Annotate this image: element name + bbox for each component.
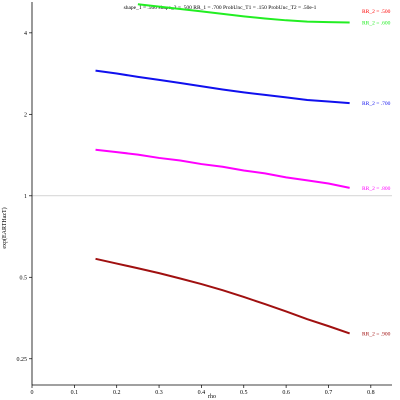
series-line-2 — [95, 69, 350, 105]
axes — [31, 2, 392, 386]
x-tick-label: 0.8 — [367, 390, 375, 396]
x-tick-label: 0.1 — [71, 390, 79, 396]
x-tick-label: 0.4 — [198, 390, 206, 396]
y-tick-label: 4 — [24, 31, 27, 37]
series-label-1: RR_2 = .600 — [362, 20, 391, 26]
series-label-3: RR_2 = .800 — [362, 186, 391, 192]
series-label-layer: RR_2 = .500 RR_2 = .600 RR_2 = .700 RR_2 = … — [362, 9, 391, 337]
series-label-4: RR_2 = .900 — [362, 331, 391, 337]
y-tick-label: 2 — [24, 112, 27, 118]
y-axis-label: exp(EARTHazT) — [1, 207, 8, 248]
series-label-2: RR_2 = .700 — [362, 101, 391, 107]
y-tick-label: 1 — [24, 194, 27, 200]
y-ticks: 0.25 0.5 1 2 4 — [17, 31, 32, 363]
x-tick-label: 0.3 — [155, 390, 163, 396]
series-layer — [95, 3, 350, 335]
series-line-1 — [137, 3, 350, 24]
y-tick-label: 0.5 — [20, 275, 28, 281]
x-tick-label: 0.6 — [282, 390, 290, 396]
series-label-0: RR_2 = .500 — [362, 9, 391, 15]
x-tick-label: 0.7 — [325, 390, 333, 396]
x-tick-label: 0.5 — [240, 390, 248, 396]
x-tick-label: 0 — [31, 390, 34, 396]
series-line-3 — [95, 148, 350, 189]
series-line-4 — [95, 257, 350, 335]
y-tick-label: 0.25 — [17, 357, 28, 363]
x-ticks: 0 0.1 0.2 0.3 0.4 0.5 0.6 0.7 0.8 — [31, 385, 375, 396]
x-tick-label: 0.2 — [113, 390, 121, 396]
x-axis-label: rho — [208, 394, 216, 400]
chart-title: shape_1 = .500 shape_2 = .500 RR_1 = .70… — [124, 5, 317, 11]
